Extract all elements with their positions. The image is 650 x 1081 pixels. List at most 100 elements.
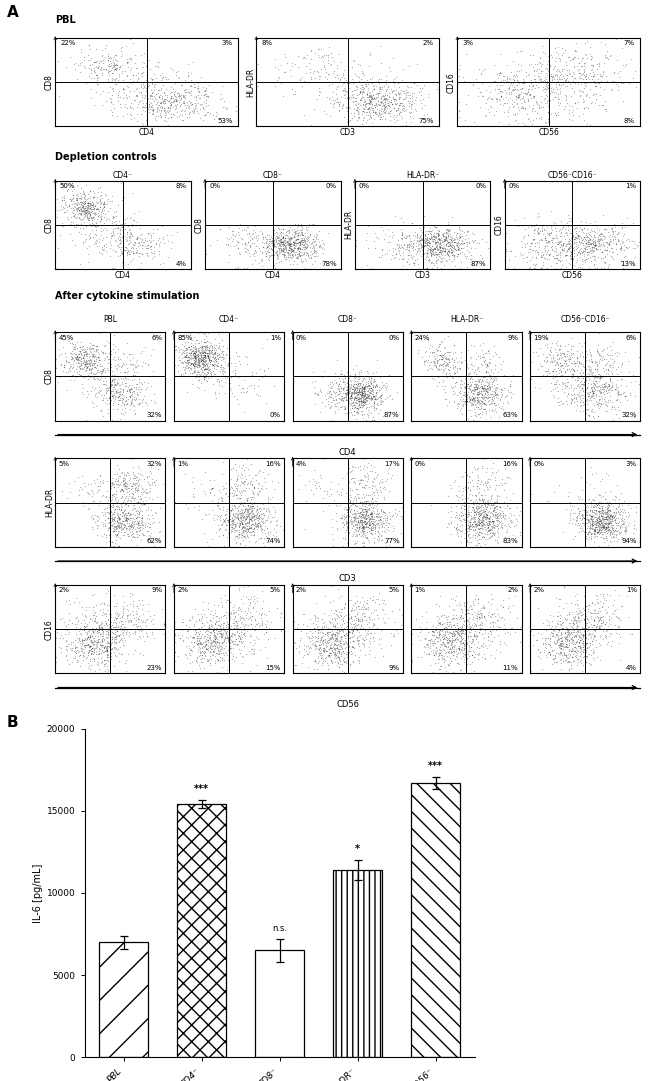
Point <box>578 242 588 259</box>
Point <box>80 638 90 655</box>
Point <box>257 592 268 610</box>
Point <box>100 503 110 520</box>
Point <box>236 510 246 528</box>
Point <box>482 505 492 522</box>
Point <box>127 478 137 495</box>
Point <box>83 366 93 384</box>
Point <box>214 528 224 545</box>
Point <box>586 524 597 542</box>
Point <box>584 239 595 256</box>
Point <box>447 644 458 662</box>
Point <box>470 240 480 257</box>
Point <box>284 244 294 262</box>
Point <box>121 475 131 492</box>
Point <box>582 236 593 253</box>
Point <box>354 525 364 543</box>
Point <box>446 513 456 531</box>
Point <box>91 343 101 360</box>
Point <box>587 512 597 530</box>
Point <box>116 630 126 648</box>
Point <box>439 352 449 370</box>
Point <box>177 613 187 630</box>
Point <box>328 638 339 655</box>
Point <box>580 642 590 659</box>
Point <box>521 85 531 103</box>
Point <box>181 341 192 358</box>
Point <box>478 383 489 400</box>
Point <box>544 364 554 382</box>
Point <box>543 216 554 233</box>
Point <box>424 251 434 268</box>
Point <box>348 639 358 656</box>
Point <box>469 389 479 406</box>
Point <box>440 636 450 653</box>
Point <box>578 363 588 381</box>
Point <box>441 252 452 269</box>
Point <box>358 387 369 404</box>
Point <box>261 503 271 520</box>
Point <box>544 629 554 646</box>
Point <box>134 232 144 250</box>
Point <box>131 80 141 97</box>
Point <box>499 635 510 652</box>
Point <box>298 236 309 253</box>
Point <box>384 387 395 404</box>
Point <box>237 515 247 532</box>
Point <box>70 349 81 366</box>
Point <box>192 358 202 375</box>
Point <box>356 389 367 406</box>
Point <box>367 522 377 539</box>
Point <box>551 251 562 268</box>
Point <box>190 625 200 642</box>
Point <box>519 99 530 117</box>
Point <box>247 489 257 506</box>
Point <box>476 341 487 358</box>
Point <box>592 497 603 515</box>
Point <box>350 521 360 538</box>
Point <box>591 77 601 94</box>
Point <box>107 498 117 516</box>
Point <box>278 235 288 252</box>
Point <box>571 633 581 651</box>
Point <box>378 107 388 124</box>
Point <box>587 385 597 402</box>
Point <box>79 358 89 375</box>
Point <box>469 378 480 396</box>
Point <box>344 493 355 510</box>
Point <box>181 496 192 513</box>
Point <box>445 226 456 243</box>
Point <box>560 238 571 255</box>
Point <box>397 71 408 89</box>
Point <box>278 245 289 263</box>
Point <box>70 209 81 226</box>
Point <box>90 350 101 368</box>
Point <box>107 618 118 636</box>
Point <box>452 624 463 641</box>
Point <box>619 524 630 542</box>
Point <box>586 391 597 409</box>
Point <box>84 188 95 205</box>
Point <box>155 97 166 115</box>
Point <box>586 94 596 111</box>
Point <box>331 391 341 409</box>
Point <box>143 515 153 532</box>
Point <box>481 372 491 389</box>
Point <box>136 78 146 95</box>
Point <box>261 248 271 265</box>
Point <box>460 524 471 542</box>
Point <box>210 604 220 622</box>
Point <box>467 653 478 670</box>
Point <box>600 376 610 393</box>
Point <box>94 639 104 656</box>
Point <box>118 80 128 97</box>
Point <box>463 604 473 622</box>
Point <box>539 239 549 256</box>
Point <box>458 390 469 408</box>
Point <box>463 411 474 428</box>
Point <box>106 55 116 72</box>
Point <box>242 517 252 534</box>
Point <box>370 91 380 108</box>
Point <box>607 243 618 261</box>
Point <box>124 479 134 496</box>
Point <box>297 236 307 253</box>
